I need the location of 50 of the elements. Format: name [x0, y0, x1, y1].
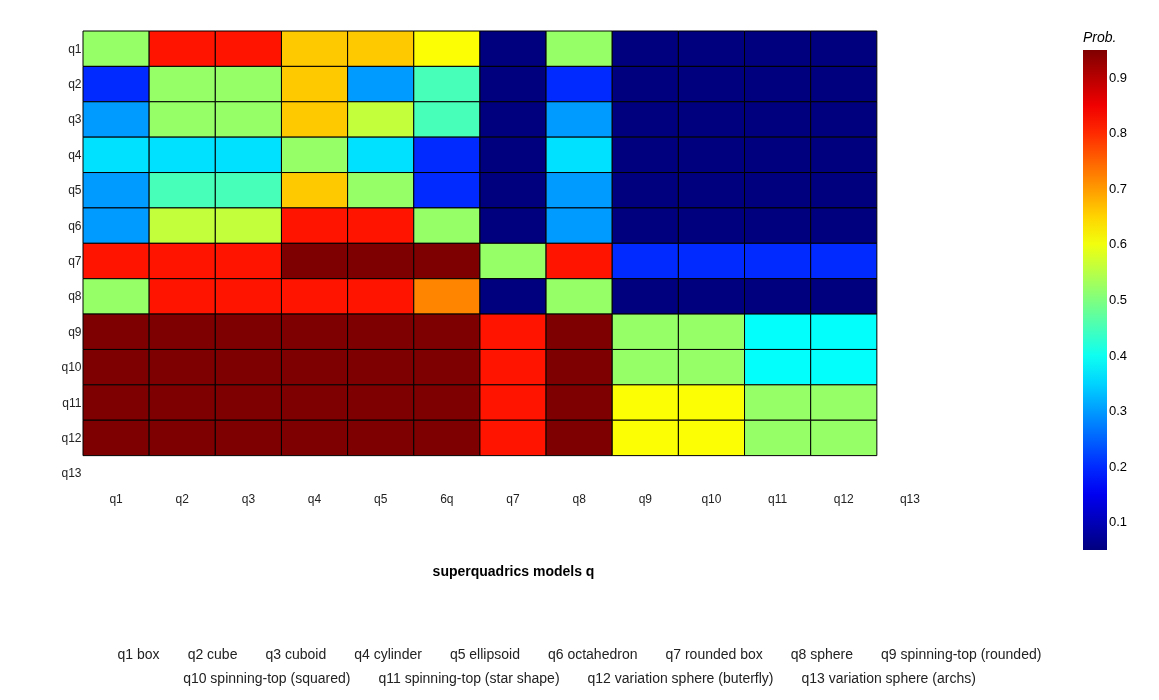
x-tick-label: q4 [307, 491, 322, 506]
y-tick-label: q1 [68, 41, 82, 56]
color-bar-label: 0.7 [1109, 180, 1128, 196]
text: q4 cylinder [354, 646, 422, 662]
color-bar-label: 0.8 [1109, 125, 1128, 141]
text: q8 sphere [790, 646, 854, 662]
y-tick-label: q7 [68, 254, 82, 268]
x-tick-label: q5 [374, 491, 388, 506]
text: q12 variation sphere (buterfly) [587, 670, 774, 686]
color-bar-label: 0.3 [1109, 403, 1128, 419]
x-tick-label: q11 [768, 491, 788, 506]
y-tick-label: q3 [68, 112, 82, 127]
color-bar-label: 0.4 [1109, 347, 1128, 363]
text: q6 octahedron [547, 646, 638, 662]
color-bar-label: 0.1 [1109, 514, 1128, 530]
text: q3 cuboid [265, 646, 327, 662]
x-tick-label: q7 [506, 491, 520, 506]
y-tick-label: q10 [61, 360, 82, 375]
text: q7 rounded box [665, 646, 763, 662]
y-tick-label: q5 [68, 183, 82, 198]
x-tick-label: q8 [572, 491, 587, 506]
x-tick-label: q12 [833, 491, 855, 506]
x-tick-label: 6q [440, 491, 454, 506]
y-tick-label: q12 [61, 430, 82, 445]
text: q9 spinning-top (rounded) [881, 646, 1042, 662]
x-tick-label: q10 [701, 491, 722, 506]
color-bar-label: 0.5 [1109, 292, 1128, 307]
x-tick-label: q2 [175, 491, 190, 506]
text: q13 variation sphere (archs) [801, 670, 976, 686]
y-tick-label: q8 [68, 289, 82, 304]
x-tick-label: q3 [241, 491, 256, 506]
y-tick-label: q9 [68, 324, 82, 339]
y-tick-label: q11 [62, 395, 82, 410]
text: q11 spinning-top (star shape) [378, 670, 560, 686]
text: q10 spinning-top (squared) [183, 670, 351, 686]
text: q2 cube [187, 646, 238, 662]
x-tick-label: q13 [899, 491, 921, 506]
text: q5 ellipsoid [449, 646, 520, 662]
x-tick-label: q1 [109, 491, 124, 506]
color-bar-label: 0.6 [1109, 236, 1128, 252]
color-bar-label: 0.9 [1109, 69, 1128, 85]
y-tick-label: q2 [68, 77, 82, 92]
x-tick-label: q9 [638, 491, 653, 506]
x-axis-title: superquadrics models q [432, 562, 595, 579]
y-tick-label: q13 [61, 466, 82, 481]
color-bar-label: 0.2 [1109, 458, 1128, 474]
y-tick-label: q6 [68, 218, 82, 233]
text: q1 box [117, 646, 160, 662]
y-tick-label: q4 [68, 147, 82, 162]
color-bar-title: Prob. [1083, 29, 1117, 45]
